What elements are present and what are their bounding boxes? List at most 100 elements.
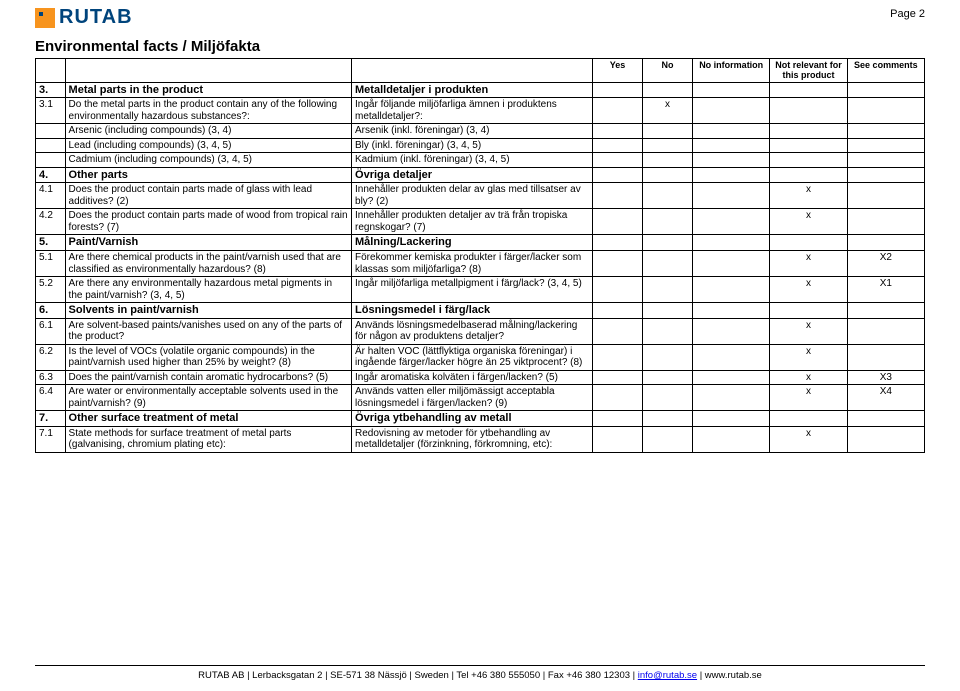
table-row: 4.Other partsÖvriga detaljer <box>36 167 925 183</box>
table-cell <box>847 303 924 319</box>
table-cell <box>643 370 693 385</box>
footer-suffix: | www.rutab.se <box>697 670 762 681</box>
table-row: 5.1Are there chemical products in the pa… <box>36 251 925 277</box>
table-cell: Är halten VOC (lättflyktiga organiska fö… <box>352 344 593 370</box>
table-cell <box>643 277 693 303</box>
table-cell <box>770 124 847 139</box>
logo-icon <box>35 8 55 28</box>
table-cell <box>693 183 770 209</box>
table-row: Lead (including compounds) (3, 4, 5)Bly … <box>36 138 925 153</box>
header-no: No <box>643 59 693 83</box>
table-cell: Lösningsmedel i färg/lack <box>352 303 593 319</box>
facts-table: Yes No No information Not relevant for t… <box>35 58 925 453</box>
table-row: 6.Solvents in paint/varnishLösningsmedel… <box>36 303 925 319</box>
table-cell: Are there any environmentally hazardous … <box>65 277 351 303</box>
table-cell: Innehåller produkten delar av glas med t… <box>352 183 593 209</box>
table-cell <box>643 124 693 139</box>
table-cell <box>693 98 770 124</box>
table-cell <box>847 411 924 427</box>
table-cell: Bly (inkl. föreningar) (3, 4, 5) <box>352 138 593 153</box>
table-cell: Används vatten eller miljömässigt accept… <box>352 385 593 411</box>
table-cell: 7.1 <box>36 426 66 452</box>
page-number: Page 2 <box>890 8 925 20</box>
header-noinfo: No information <box>693 59 770 83</box>
table-cell <box>693 138 770 153</box>
table-cell <box>847 124 924 139</box>
table-cell <box>593 303 643 319</box>
table-cell <box>770 167 847 183</box>
table-row: 6.1Are solvent-based paints/vanishes use… <box>36 318 925 344</box>
table-cell <box>643 153 693 168</box>
table-cell <box>643 411 693 427</box>
header-num <box>36 59 66 83</box>
table-cell: Målning/Lackering <box>352 235 593 251</box>
table-cell <box>643 385 693 411</box>
table-cell <box>770 98 847 124</box>
table-cell <box>593 251 643 277</box>
table-cell: x <box>770 385 847 411</box>
table-cell <box>593 98 643 124</box>
table-cell <box>847 235 924 251</box>
table-cell: 3.1 <box>36 98 66 124</box>
table-cell <box>847 183 924 209</box>
table-cell <box>593 124 643 139</box>
table-cell <box>770 235 847 251</box>
table-cell <box>847 153 924 168</box>
table-cell: 4.2 <box>36 209 66 235</box>
footer-email[interactable]: info@rutab.se <box>638 670 697 681</box>
table-cell: Are there chemical products in the paint… <box>65 251 351 277</box>
table-cell: Cadmium (including compounds) (3, 4, 5) <box>65 153 351 168</box>
table-cell <box>643 344 693 370</box>
table-row: 6.4Are water or environmentally acceptab… <box>36 385 925 411</box>
table-cell <box>693 370 770 385</box>
table-cell <box>693 277 770 303</box>
table-cell: 7. <box>36 411 66 427</box>
table-cell <box>693 167 770 183</box>
table-cell <box>643 318 693 344</box>
table-cell <box>693 124 770 139</box>
table-cell: x <box>770 318 847 344</box>
table-cell: Lead (including compounds) (3, 4, 5) <box>65 138 351 153</box>
table-cell: 5. <box>36 235 66 251</box>
table-row: 3.Metal parts in the productMetalldetalj… <box>36 82 925 98</box>
table-cell <box>847 318 924 344</box>
table-cell: Metal parts in the product <box>65 82 351 98</box>
table-cell: Förekommer kemiska produkter i färger/la… <box>352 251 593 277</box>
table-row: Arsenic (including compounds) (3, 4)Arse… <box>36 124 925 139</box>
table-cell <box>847 209 924 235</box>
table-cell <box>693 385 770 411</box>
table-cell <box>693 318 770 344</box>
table-cell: X4 <box>847 385 924 411</box>
table-cell <box>643 183 693 209</box>
table-cell: 4. <box>36 167 66 183</box>
table-cell <box>643 235 693 251</box>
table-cell <box>643 303 693 319</box>
table-cell: Övriga ytbehandling av metall <box>352 411 593 427</box>
table-cell: Does the paint/varnish contain aromatic … <box>65 370 351 385</box>
header-en <box>65 59 351 83</box>
table-cell: Do the metal parts in the product contai… <box>65 98 351 124</box>
table-cell <box>643 138 693 153</box>
table-cell <box>643 167 693 183</box>
table-cell: 6. <box>36 303 66 319</box>
table-row: 4.2Does the product contain parts made o… <box>36 209 925 235</box>
table-row: Cadmium (including compounds) (3, 4, 5)K… <box>36 153 925 168</box>
table-cell <box>643 426 693 452</box>
table-cell: Innehåller produkten detaljer av trä frå… <box>352 209 593 235</box>
logo: RUTAB <box>35 6 133 29</box>
table-cell <box>593 277 643 303</box>
table-row: 7.1State methods for surface treatment o… <box>36 426 925 452</box>
table-cell: 3. <box>36 82 66 98</box>
table-cell: Paint/Varnish <box>65 235 351 251</box>
footer: RUTAB AB | Lerbacksgatan 2 | SE-571 38 N… <box>0 661 960 681</box>
table-cell <box>770 153 847 168</box>
table-cell: Arsenic (including compounds) (3, 4) <box>65 124 351 139</box>
table-cell <box>770 411 847 427</box>
table-cell <box>36 153 66 168</box>
table-cell <box>847 344 924 370</box>
table-row: 7.Other surface treatment of metalÖvriga… <box>36 411 925 427</box>
table-row: 6.3Does the paint/varnish contain aromat… <box>36 370 925 385</box>
footer-text: RUTAB AB | Lerbacksgatan 2 | SE-571 38 N… <box>198 670 638 681</box>
table-cell: Används lösningsmedelbaserad målning/lac… <box>352 318 593 344</box>
table-cell <box>847 426 924 452</box>
